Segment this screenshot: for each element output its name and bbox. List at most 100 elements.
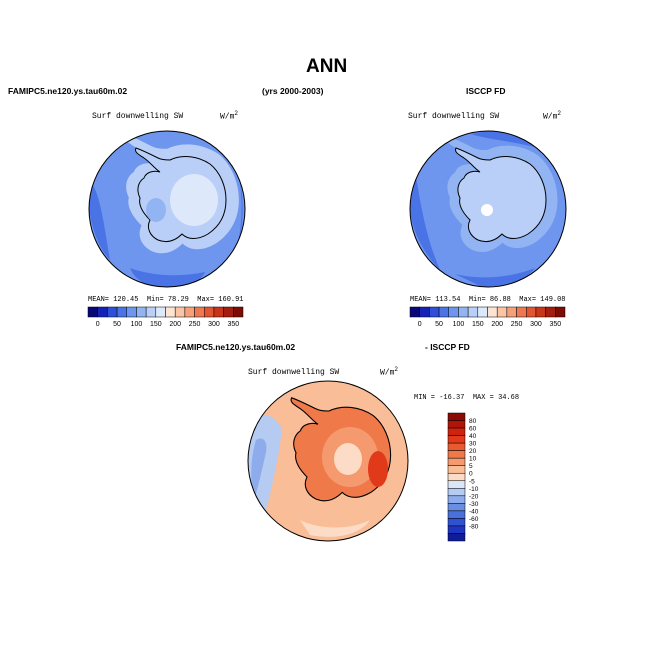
panel3-west-negative-strong (251, 438, 267, 500)
panel2-colorbar-swatch (438, 306, 449, 318)
panel1-colorbar-swatch (155, 306, 166, 318)
panel3-colorbar-swatch (447, 472, 466, 482)
panel3-colorbar-tick-label: 0 (469, 471, 473, 478)
panel2-colorbar-swatch (467, 306, 479, 318)
panel1-colorbar-swatch (165, 306, 176, 318)
panel2-pole-hole (481, 204, 493, 216)
panel2-colorbar-tick-label: 100 (453, 321, 465, 328)
panel2-max-value: 149.08 (540, 296, 566, 304)
panel1-max-value: 160.91 (218, 296, 244, 304)
panel1-colorbar-swatch (184, 306, 195, 318)
panel3-unit-sup: 2 (394, 366, 399, 373)
panel2-colorbar-tick-label: 50 (435, 321, 443, 328)
panel3-colorbar-tick-label: 20 (469, 448, 477, 455)
panel1-ice-margin (123, 133, 239, 254)
panel2-map (409, 130, 567, 288)
panel1-max-label: Max= (197, 296, 215, 304)
panel3-colorbar-tick-label: 60 (469, 426, 477, 433)
panel1-colorbar-tick-label: 150 (150, 321, 162, 328)
panel2-mean-label: MEAN= (410, 296, 432, 304)
panel3-colorbar-swatch (447, 465, 466, 474)
panel2-colorbar-swatch (526, 306, 537, 318)
panel3-colorbar-swatch (447, 427, 466, 436)
panel3-max-value: 34.68 (498, 394, 520, 402)
panel2-colorbar-tick-label: 300 (530, 321, 542, 328)
panel3-colorbar-tick-label: 5 (469, 463, 473, 470)
panel2-colorbar-swatch (429, 306, 440, 318)
panel1-colorbar-swatch (233, 306, 244, 318)
panel3-continent (290, 397, 392, 502)
panel3-colorbar-tick-label: 30 (469, 441, 477, 448)
panel3-colorbar-swatch (447, 480, 466, 489)
model-header: FAMIPC5.ne120.ys.tau60m.02 (8, 86, 128, 96)
panel2-colorbar-swatch (496, 306, 508, 318)
panel1-colorbar-tick-label: 350 (227, 321, 239, 328)
panel2-colorbar-swatch (458, 306, 469, 318)
panel2-colorbar-swatch (555, 306, 566, 318)
panel1-mean-label: MEAN= (88, 296, 110, 304)
panel1-unit-text: W/m (220, 112, 235, 122)
panel2-colorbar-swatch (545, 306, 556, 318)
panel3-colorbar-tick-label: 10 (469, 456, 477, 463)
panel3-colorbar-swatch (447, 457, 466, 466)
panel1-map-border (88, 130, 246, 288)
panel1-colorbar-swatch (223, 306, 234, 318)
panel2-mean-value: 113.54 (435, 296, 461, 304)
panel1-colorbar-swatch (204, 306, 215, 318)
panel3-colorbar-swatch (447, 525, 466, 534)
obs-header: ISCCP FD (466, 86, 506, 96)
panel1-colorbar-tick-label: 100 (131, 321, 143, 328)
panel2-colorbar-swatch (487, 306, 498, 318)
panel3-colorbar-swatch (447, 503, 466, 512)
panel1-continent (134, 147, 227, 243)
panel3-colorbar-swatch (447, 488, 466, 497)
panel1-colorbar-swatch (87, 306, 98, 318)
panel1-colorbar-tick-label: 300 (208, 321, 220, 328)
panel3-colorbar-swatch (447, 412, 466, 421)
diff-obs-header: - ISCCP FD (425, 342, 470, 352)
panel1-unit: W/m2 (220, 110, 238, 122)
panel3-colorbar-tick-label: 40 (469, 433, 477, 440)
panel3-colorbar-swatch (447, 510, 466, 519)
panel3-colorbar-tick-label: -80 (469, 523, 479, 530)
panel3-colorbar-tick-label: -10 (469, 486, 479, 493)
panel3-colorbar-swatch (447, 518, 466, 527)
panel1-colorbar-swatch (97, 306, 108, 318)
panel3-stats: MIN = -16.37 MAX = 34.68 (414, 394, 519, 402)
panel2-colorbar-swatch (409, 306, 420, 318)
panel2-colorbar-tick-label: 350 (549, 321, 561, 328)
panel3-west-negative (248, 414, 282, 530)
panel1-ocean-low-band-south (130, 268, 205, 287)
panel2-min-value: 86.88 (489, 296, 511, 304)
panel1-colorbar-swatch (213, 306, 224, 318)
panel3-coast-high (368, 451, 388, 487)
panel1-colorbar-tick-label: 250 (189, 321, 201, 328)
panel3-colorbar-swatch (447, 442, 466, 451)
panel3-unit: W/m2 (380, 366, 398, 378)
panel3-unit-text: W/m (380, 368, 395, 378)
panel1-unit-sup: 2 (234, 110, 239, 117)
panel3-map (247, 380, 409, 542)
panel2-ocean-low-band-north (470, 131, 545, 150)
panel1-colorbar-swatch (145, 306, 157, 318)
panel1-colorbar-tick-label: 50 (113, 321, 121, 328)
panel2-ocean-field (410, 131, 566, 287)
panel1-ocean-field (89, 131, 245, 287)
panel2-colorbar: 0 50 100 150 200 250 300 350 (409, 306, 566, 328)
panel2-title: Surf downwelling SW (408, 112, 500, 121)
panel1-colorbar-swatch (126, 306, 137, 318)
panel1-plateau-high (170, 174, 218, 226)
panel3-colorbar-tick-label: -5 (469, 478, 475, 485)
panel1-colorbar: 0 50 100 150 200 250 300 350 (87, 306, 244, 328)
panel3-title: Surf downwelling SW (248, 368, 340, 377)
panel3-colorbar-tick-label: -30 (469, 501, 479, 508)
panel3-interior-low (334, 443, 362, 475)
panel1-min-label: Min= (146, 296, 164, 304)
panel1-colorbar-tick-label: 200 (169, 321, 181, 328)
panel1-map (88, 130, 246, 288)
panel1-colorbar-swatch (174, 306, 186, 318)
panel2-unit-sup: 2 (557, 110, 562, 117)
panel2-colorbar-swatch (419, 306, 430, 318)
